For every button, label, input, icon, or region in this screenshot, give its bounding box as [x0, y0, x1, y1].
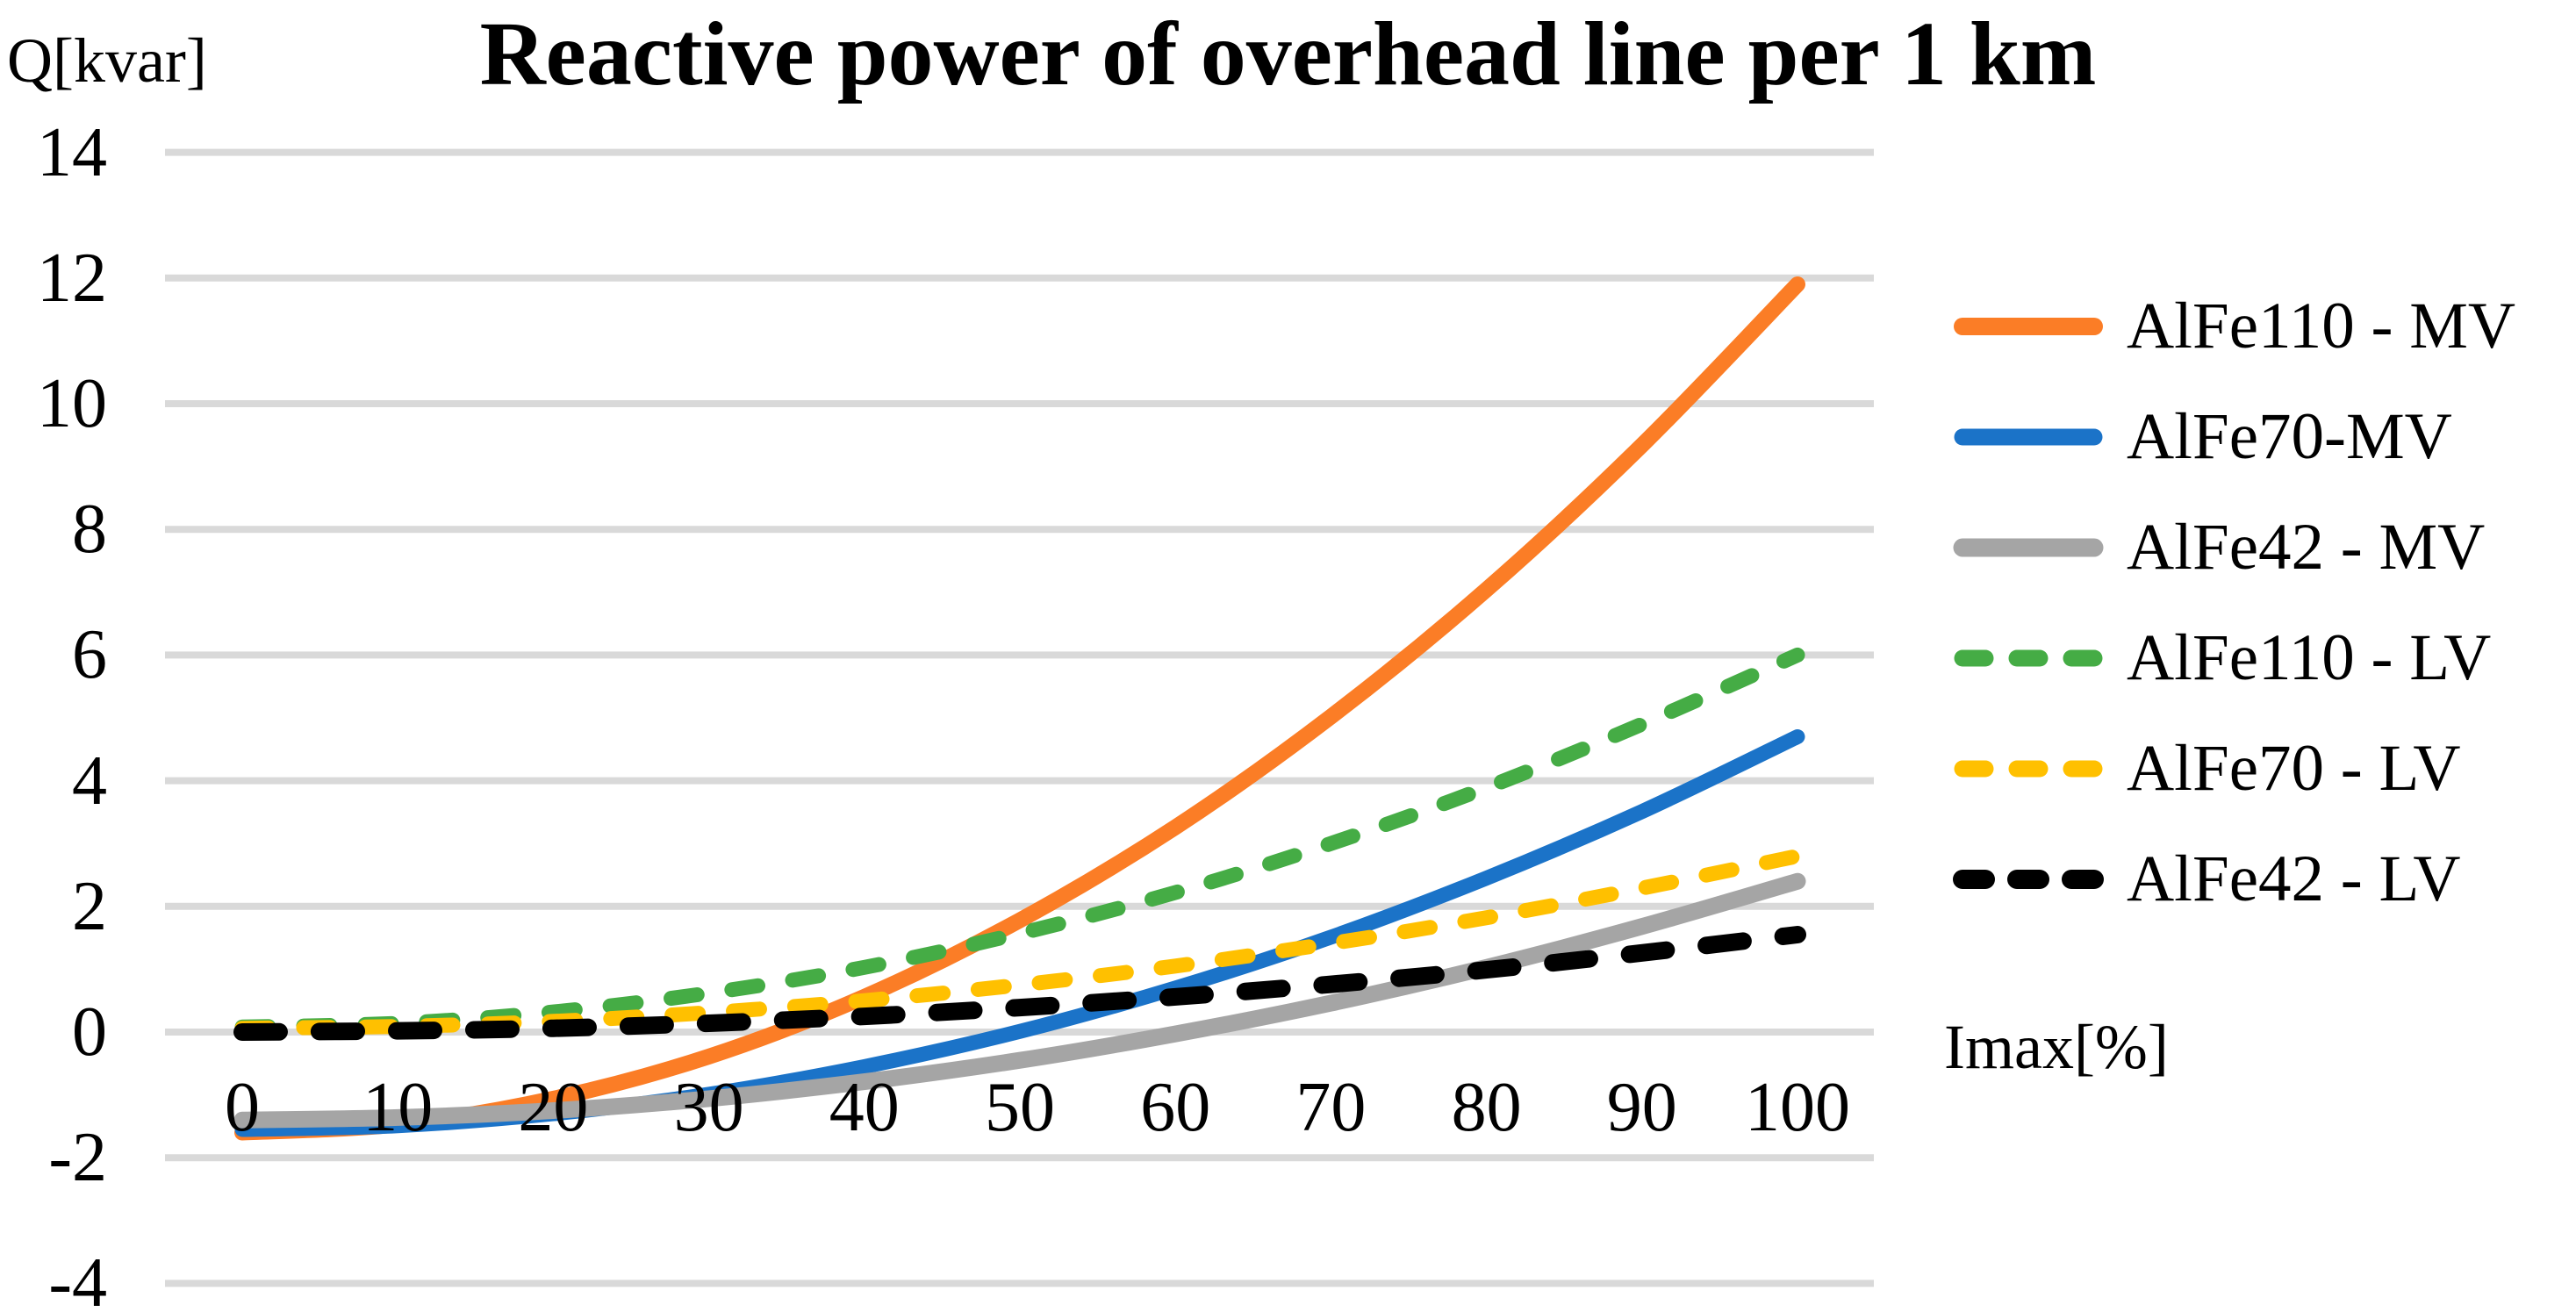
y-tick-label: 0 — [72, 993, 107, 1071]
x-tick-label: 10 — [362, 1069, 434, 1146]
x-axis-title: Imax[%] — [1944, 1012, 2169, 1082]
x-tick-label: 90 — [1606, 1069, 1677, 1146]
x-tick-label: 80 — [1451, 1069, 1522, 1146]
legend-item: AlFe110 - MV — [1953, 287, 2515, 366]
x-tick-label: 70 — [1295, 1069, 1367, 1146]
legend-label: AlFe70 - LV — [2127, 732, 2461, 805]
legend-swatch-line — [1954, 318, 2103, 335]
legend-swatch-line — [1953, 538, 2104, 557]
x-tick-label: 100 — [1745, 1069, 1850, 1146]
series-line-5 — [233, 926, 1806, 1041]
y-tick-label: 4 — [72, 742, 107, 820]
x-tick-label: 50 — [985, 1069, 1055, 1146]
y-tick-label: 2 — [72, 867, 107, 945]
legend-swatch-line — [1954, 760, 2103, 778]
legend-swatch-line — [1954, 428, 2103, 446]
chart-title: Reactive power of overhead line per 1 km — [479, 3, 2097, 104]
legend-item: AlFe70 - LV — [1953, 729, 2461, 808]
y-tick-label: -2 — [48, 1119, 107, 1197]
x-tick-label: 60 — [1140, 1069, 1211, 1146]
legend: AlFe110 - MV AlFe70-MV AlFe42 - MV AlFe110 … — [1953, 0, 2576, 1312]
y-tick-label: 12 — [37, 239, 107, 317]
legend-item: AlFe70-MV — [1953, 398, 2452, 477]
legend-label: AlFe42 - LV — [2127, 842, 2461, 915]
legend-label: AlFe110 - MV — [2127, 290, 2516, 362]
y-tick-label: 8 — [72, 491, 107, 569]
legend-item: AlFe42 - LV — [1953, 840, 2461, 919]
legend-swatch-line — [1953, 870, 2104, 889]
y-tick-label: 10 — [37, 365, 107, 442]
legend-label: AlFe42 - MV — [2127, 511, 2486, 584]
legend-swatch-line — [1954, 649, 2103, 667]
x-tick-label: 0 — [225, 1069, 260, 1146]
legend-item: AlFe110 - LV — [1953, 619, 2491, 698]
series-line-2 — [233, 872, 1806, 1129]
legend-item: AlFe42 - MV — [1953, 508, 2485, 587]
y-tick-label: 6 — [72, 616, 107, 694]
y-axis-title: Q[kvar] — [7, 25, 207, 96]
legend-label: AlFe110 - LV — [2127, 621, 2492, 694]
y-tick-label: -4 — [48, 1244, 107, 1312]
x-tick-label: 40 — [829, 1069, 900, 1146]
x-tick-label: 30 — [673, 1069, 744, 1146]
legend-label: AlFe70-MV — [2127, 400, 2452, 473]
y-tick-label: 14 — [37, 113, 107, 191]
x-tick-label: 20 — [518, 1069, 589, 1146]
